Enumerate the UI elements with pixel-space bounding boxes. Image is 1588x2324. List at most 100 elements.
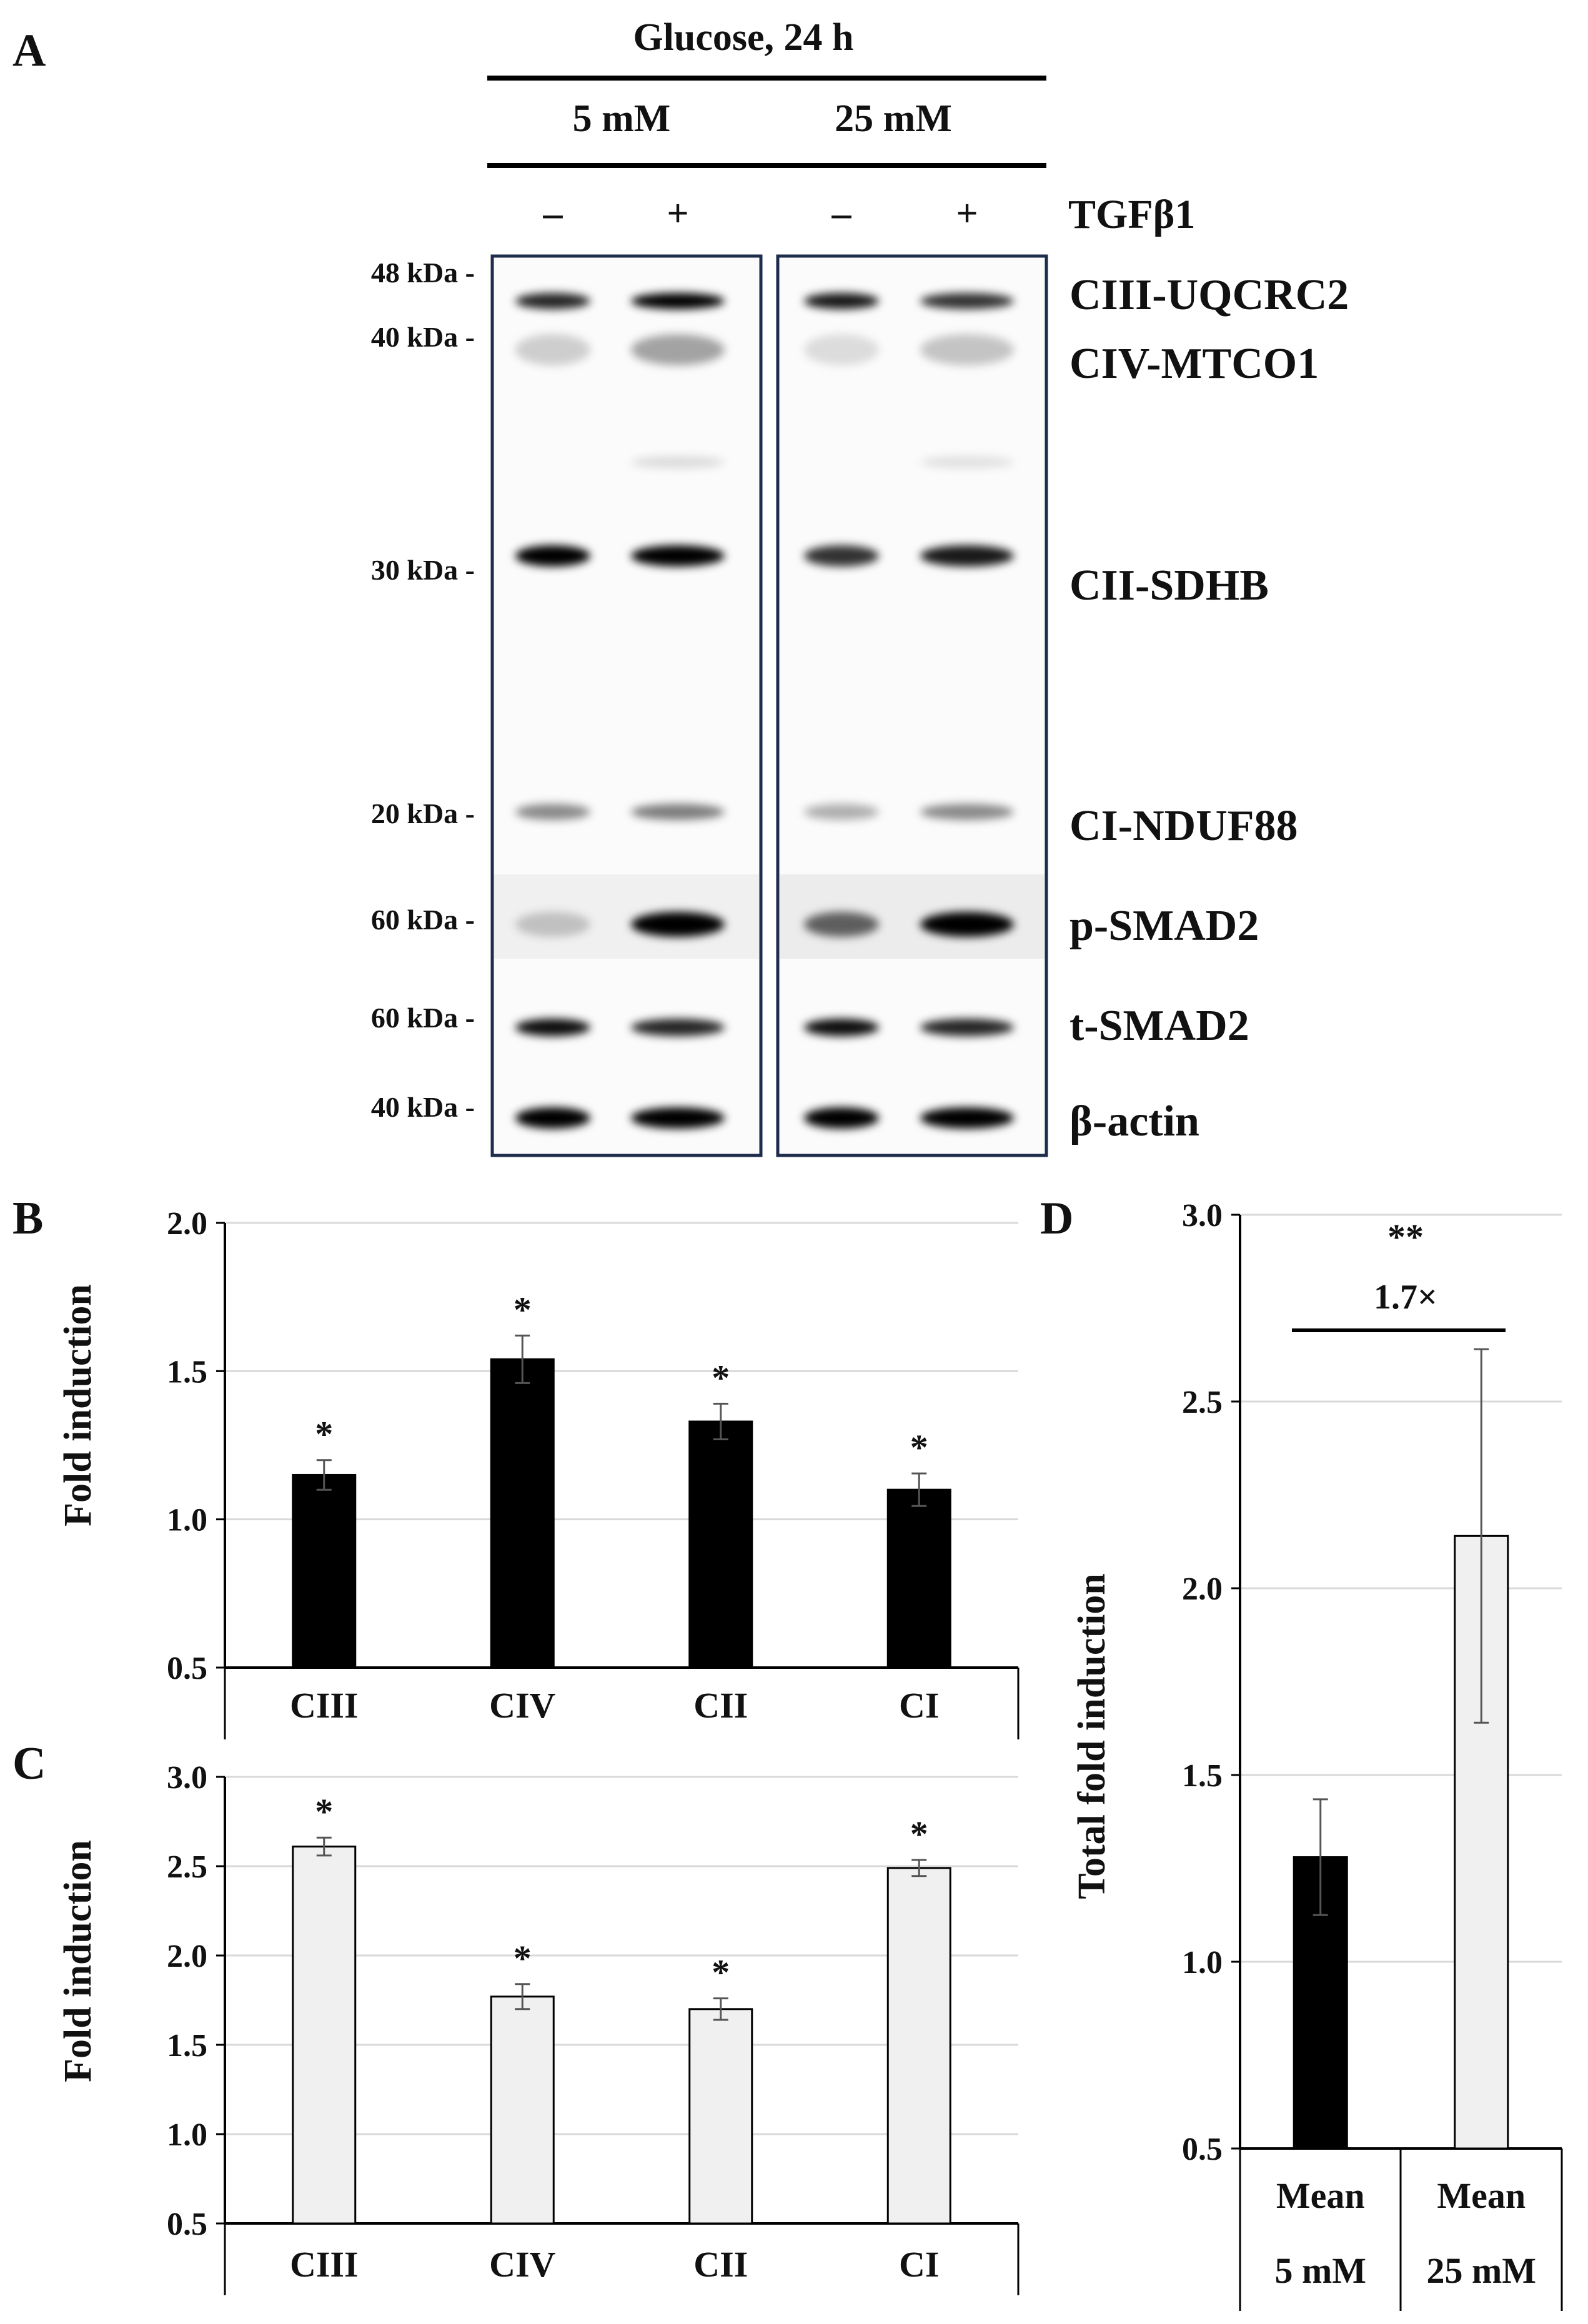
y-tick-label: 1.0 [167, 2117, 207, 2153]
kda-label: 30 kDa - [371, 554, 475, 586]
blot-band [920, 804, 1014, 820]
blot-band [920, 912, 1014, 937]
category-label: Mean [1437, 2175, 1526, 2216]
category-label: CII [693, 1685, 748, 1726]
panel-b-ylabel: Fold induction [57, 1284, 99, 1526]
kda-label: 60 kDa - [371, 904, 475, 936]
y-tick-label: 1.5 [167, 1354, 207, 1390]
bar [490, 1995, 555, 2225]
significance-star: * [315, 1414, 333, 1455]
blot-band [631, 293, 725, 309]
protein-labels: CIII-UQCRC2 CIV-MTCO1 CII-SDHB CI-NDUF88… [1069, 271, 1349, 1145]
significance-star: * [514, 1938, 532, 1979]
protein-label: p-SMAD2 [1069, 902, 1259, 950]
blot-band [631, 456, 725, 468]
blot-band [804, 804, 879, 820]
significance-star: * [514, 1289, 532, 1330]
bar [886, 1488, 951, 1669]
blot-band [804, 334, 879, 365]
significance-star: * [315, 1791, 333, 1832]
blot-band [515, 804, 590, 820]
treatment-mark: – [831, 192, 852, 235]
blot-band [631, 912, 725, 937]
category-label: CIV [489, 2244, 555, 2285]
treatment-mark: + [956, 192, 978, 235]
chart-d: 0.5 1.0 1.5 2.0 2.5 3.0 Mean 5 mM Mean 25 mM [1182, 1198, 1563, 2311]
y-tick-label: 1.0 [167, 1503, 207, 1538]
significance-d: ** [1387, 1217, 1424, 1257]
panel-c-ylabel: Fold induction [57, 1840, 99, 2082]
protein-label: CIV-MTCO1 [1069, 340, 1319, 388]
y-tick-label: 2.0 [167, 1939, 207, 1974]
panel-label-a: A [12, 25, 46, 76]
blot-box-25mm [776, 254, 1048, 1157]
significance-star: * [910, 1427, 928, 1468]
bar [292, 1473, 357, 1669]
kda-markers: 48 kDa - 40 kDa - 30 kDa - 20 kDa - 60 k… [371, 257, 475, 1123]
panel-d-ylabel: Total fold induction [1071, 1573, 1113, 1899]
significance-star: * [712, 1952, 730, 1993]
blot-band [920, 334, 1014, 365]
bar [688, 1420, 753, 1669]
blot-band [631, 1019, 725, 1036]
blot-box-5mm [490, 254, 763, 1157]
category-label: CIII [290, 1685, 359, 1726]
treatment-label: TGFβ1 [1068, 192, 1195, 237]
y-tick-label: 0.5 [167, 2207, 207, 2242]
chart-c: 0.5 1.0 1.5 2.0 2.5 3.0 * CIII * CIV * CII * CI [167, 1760, 1020, 2295]
significance-star: * [712, 1358, 730, 1398]
category-label: 5 mM [1274, 2250, 1366, 2291]
blot-band [920, 456, 1014, 468]
chart-b: 0.5 1.0 1.5 2.0 * CIII * CIV * CII * CI [167, 1206, 1020, 1739]
y-tick-label: 1.5 [1182, 1758, 1223, 1794]
y-tick-label: 2.0 [167, 1206, 207, 1242]
blot-band [920, 293, 1014, 309]
treatment-mark: + [667, 192, 688, 235]
protein-label: t-SMAD2 [1069, 1002, 1249, 1050]
y-tick-label: 3.0 [1182, 1198, 1223, 1234]
category-label: CI [899, 1685, 939, 1726]
blot-band [515, 334, 590, 365]
bar [886, 1867, 951, 2225]
protein-label: CIII-UQCRC2 [1069, 271, 1349, 319]
blot-band [515, 545, 590, 566]
y-tick-label: 2.5 [1182, 1385, 1223, 1420]
blot-band [515, 293, 590, 309]
glucose-header: Glucose, 24 h [633, 16, 853, 59]
category-label: CIV [489, 1685, 555, 1726]
blot-band [631, 334, 725, 365]
category-label: 25 mM [1426, 2250, 1536, 2291]
blot-band [515, 1107, 590, 1129]
y-tick-label: 0.5 [1182, 2132, 1223, 2167]
kda-label: 40 kDa - [371, 1091, 475, 1123]
treatment-marks: – + – + [543, 192, 978, 235]
ratio-annotation: 1.7× [1374, 1278, 1437, 1317]
kda-label: 20 kDa - [371, 798, 475, 829]
kda-label: 40 kDa - [371, 321, 475, 353]
blot-band [631, 545, 725, 566]
bar [292, 1846, 357, 2225]
blot-band [515, 912, 590, 937]
blot-band [804, 293, 879, 309]
kda-label: 60 kDa - [371, 1002, 475, 1034]
y-tick-label: 2.0 [1182, 1571, 1223, 1607]
protein-label: β-actin [1069, 1097, 1199, 1145]
blot-band [804, 545, 879, 566]
panel-label-d: D [1040, 1193, 1073, 1244]
blot-band [804, 1019, 879, 1036]
blot-band [631, 804, 725, 820]
y-tick-label: 0.5 [167, 1651, 207, 1686]
y-tick-label: 2.5 [167, 1849, 207, 1885]
bar [688, 2008, 753, 2225]
blot-band [804, 1107, 879, 1129]
blot-band [920, 1107, 1014, 1129]
category-label: CIII [290, 2244, 359, 2285]
y-tick-label: 1.0 [1182, 1945, 1223, 1980]
category-label: Mean [1276, 2175, 1365, 2216]
conc-5mm-label: 5 mM [573, 97, 671, 140]
panel-label-c: C [12, 1738, 46, 1789]
bar [490, 1358, 555, 1669]
treatment-mark: – [543, 192, 563, 235]
protein-label: CII-SDHB [1069, 561, 1269, 610]
